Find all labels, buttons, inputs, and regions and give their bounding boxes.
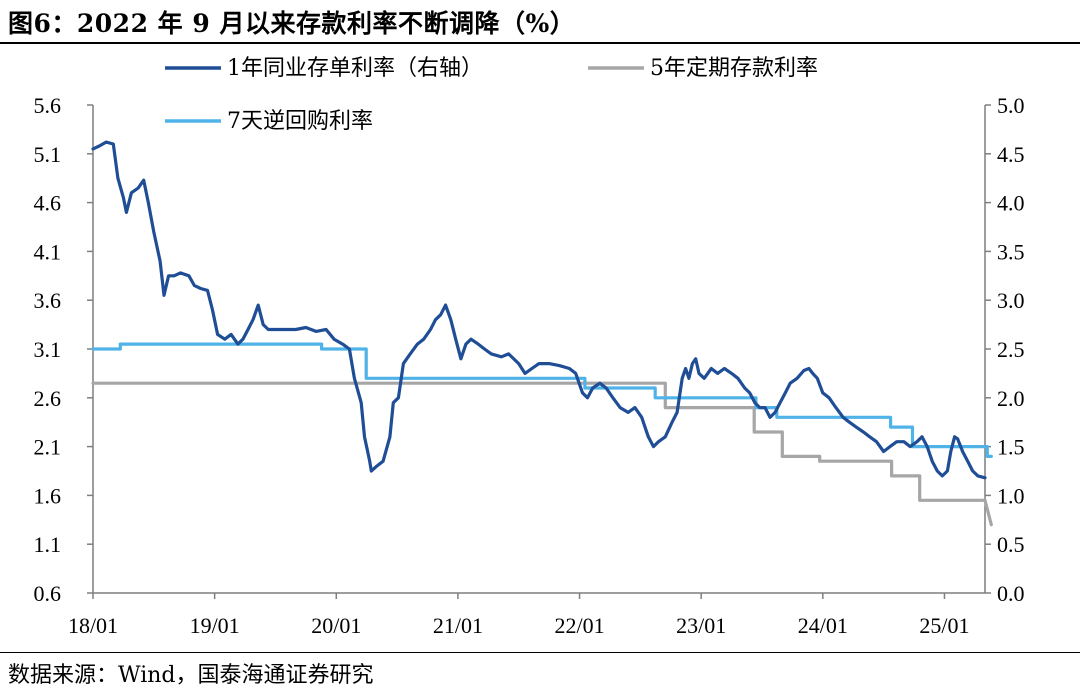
x-axis-tick-label: 22/01 bbox=[554, 613, 604, 638]
series-line-3 bbox=[91, 342, 993, 458]
left-axis-tick-label: 4.1 bbox=[34, 239, 62, 264]
right-axis-tick-label: 1.0 bbox=[997, 483, 1025, 508]
right-axis-tick-label: 3.5 bbox=[997, 239, 1025, 264]
right-axis-tick-label: 1.5 bbox=[997, 435, 1025, 460]
left-axis-tick-label: 5.1 bbox=[34, 142, 62, 167]
right-axis-tick-label: 0.0 bbox=[997, 581, 1025, 606]
x-axis-tick-label: 20/01 bbox=[311, 613, 361, 638]
legend-label-2: 5年定期存款利率 bbox=[650, 56, 818, 81]
left-axis-tick-label: 1.6 bbox=[34, 483, 62, 508]
left-axis-tick-label: 4.6 bbox=[34, 191, 62, 216]
left-axis-tick-label: 2.1 bbox=[34, 435, 62, 460]
x-axis-tick-label: 23/01 bbox=[676, 613, 726, 638]
series-line-1 bbox=[91, 140, 987, 480]
x-axis-tick-label: 24/01 bbox=[798, 613, 848, 638]
left-axis-tick-label: 2.6 bbox=[34, 386, 62, 411]
left-axis-tick-label: 1.1 bbox=[34, 532, 62, 557]
x-axis-tick-label: 21/01 bbox=[433, 613, 483, 638]
source-divider bbox=[0, 652, 1080, 653]
x-axis-tick-label: 25/01 bbox=[919, 613, 969, 638]
left-axis-tick-label: 3.1 bbox=[34, 337, 62, 362]
series-layer bbox=[91, 140, 993, 527]
left-axis-tick-label: 0.6 bbox=[34, 581, 62, 606]
x-axis-tick-label: 19/01 bbox=[190, 613, 240, 638]
legend: 1年同业存单利率（右轴） 5年定期存款利率 7天逆回购利率 bbox=[165, 56, 818, 134]
left-axis-tick-label: 3.6 bbox=[34, 288, 62, 313]
right-axis-tick-label: 2.5 bbox=[997, 337, 1025, 362]
right-axis-tick-label: 5.0 bbox=[997, 93, 1025, 118]
axes: 0.6 1.1 1.6 2.1 2.6 3.1 3.6 4.1 4.6 5.1 5.6 0.0 0.5 1… bbox=[34, 93, 1025, 638]
right-axis-tick-label: 4.0 bbox=[997, 191, 1025, 216]
chart-svg: 0.6 1.1 1.6 2.1 2.6 3.1 3.6 4.1 4.6 5.1 5.6 0.0 0.5 1… bbox=[34, 56, 1025, 638]
legend-label-3: 7天逆回购利率 bbox=[227, 109, 373, 134]
title-divider bbox=[0, 42, 1080, 44]
right-axis-tick-label: 3.0 bbox=[997, 288, 1025, 313]
legend-label-1: 1年同业存单利率（右轴） bbox=[227, 56, 483, 81]
right-axis-tick-label: 4.5 bbox=[997, 142, 1025, 167]
right-axis-tick-label: 2.0 bbox=[997, 386, 1025, 411]
chart-title: 图6：2022 年 9 月以来存款利率不断调降（%） bbox=[8, 9, 576, 38]
source-note: 数据来源：Wind，国泰海通证券研究 bbox=[8, 663, 374, 688]
x-axis-tick-label: 18/01 bbox=[68, 613, 118, 638]
left-axis-tick-label: 5.6 bbox=[34, 93, 62, 118]
right-axis-tick-label: 0.5 bbox=[997, 532, 1025, 557]
series-line-2 bbox=[91, 381, 993, 527]
